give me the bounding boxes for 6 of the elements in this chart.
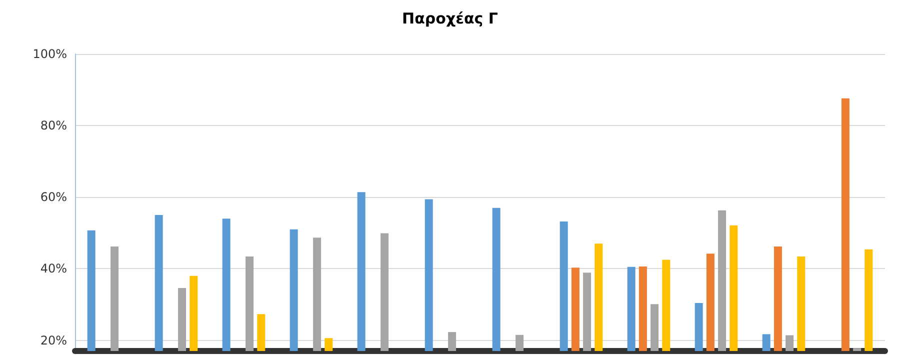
y-tick-label: 40% — [40, 262, 67, 276]
y-tick-label: 20% — [40, 333, 67, 348]
y-tick-label: 80% — [40, 118, 67, 133]
y-tick-label: 60% — [40, 190, 67, 204]
chart-title: Παροχέας Γ — [402, 10, 498, 28]
y-tick-label: 100% — [32, 47, 67, 61]
